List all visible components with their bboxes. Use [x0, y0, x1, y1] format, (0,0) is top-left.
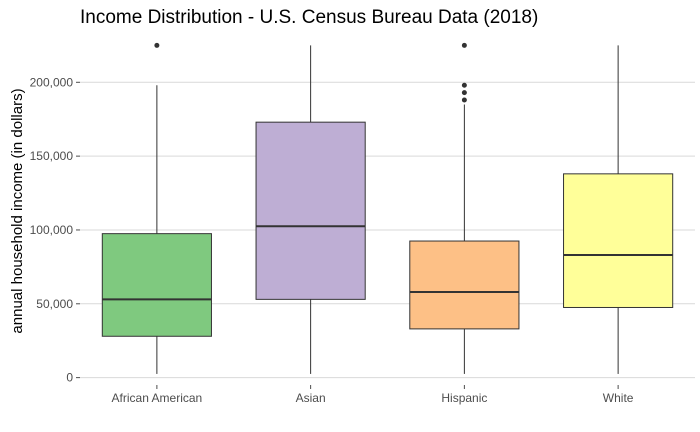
x-axis-ticks: African American Asian Hispanic White	[112, 385, 634, 405]
y-tick-label: 150,000	[30, 149, 74, 163]
y-tick-label: 0	[66, 371, 73, 385]
chart-title: Income Distribution - U.S. Census Bureau…	[80, 7, 538, 28]
iqr-box	[563, 173, 674, 308]
iqr-box	[409, 240, 520, 330]
outlier-point	[461, 97, 467, 103]
outlier-point	[154, 42, 160, 48]
outlier-point	[461, 90, 467, 96]
box-asian	[255, 45, 366, 374]
outlier-point	[461, 82, 467, 88]
y-axis-title: annual household income (in dollars)	[9, 88, 26, 333]
outlier-point	[461, 42, 467, 48]
boxes	[101, 42, 674, 374]
x-tick-label: Asian	[296, 391, 326, 405]
x-tick-label: African American	[112, 391, 203, 405]
iqr-box	[255, 121, 366, 300]
y-tick-label: 50,000	[36, 297, 73, 311]
x-tick-label: Hispanic	[441, 391, 487, 405]
box-white	[563, 45, 674, 374]
y-tick-label: 200,000	[30, 75, 74, 89]
iqr-box	[101, 233, 212, 337]
y-axis-ticks: 0 50,000 100,000 150,000 200,000	[30, 75, 80, 385]
box-hispanic	[409, 42, 520, 374]
box-african-american	[101, 42, 212, 374]
x-tick-label: White	[603, 391, 634, 405]
y-tick-label: 100,000	[30, 223, 74, 237]
